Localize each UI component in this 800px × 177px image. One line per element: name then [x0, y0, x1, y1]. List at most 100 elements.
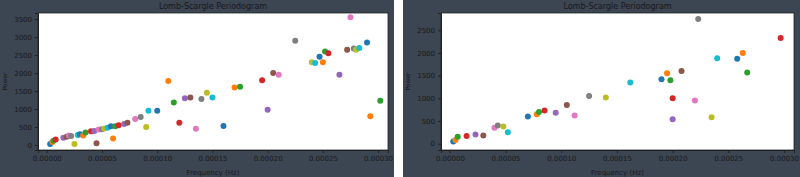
point — [586, 93, 592, 99]
x-tick-label: 0.00015 — [603, 155, 632, 163]
point — [778, 35, 784, 41]
x-tick-mark — [47, 150, 48, 153]
y-tick-label: 2000 — [14, 70, 32, 78]
x-tick-label: 0.00010 — [547, 155, 576, 163]
point — [187, 95, 193, 101]
y-tick-label: 500 — [19, 124, 32, 132]
x-tick-label: 0.00015 — [198, 155, 227, 163]
x-tick-mark — [561, 150, 562, 153]
y-tick: 2000 — [417, 50, 441, 58]
x-tick: 0.00015 — [603, 150, 632, 163]
y-tick: 1000 — [14, 106, 38, 114]
x-tick: 0.00005 — [492, 150, 521, 163]
x-tick: 0.00000 — [33, 150, 62, 163]
y-tick: 500 — [422, 118, 441, 126]
point — [171, 100, 177, 106]
x-tick-mark — [506, 150, 507, 153]
point — [116, 122, 122, 128]
point — [276, 72, 282, 78]
x-tick-mark — [212, 150, 213, 153]
point — [154, 108, 160, 114]
point — [564, 102, 570, 108]
point — [695, 16, 701, 22]
plot-background — [38, 13, 388, 150]
y-tick-mark — [438, 30, 441, 31]
x-tick-label: 0.00025 — [714, 155, 743, 163]
x-axis-title: Frequency (Hz) — [187, 169, 240, 177]
point — [165, 78, 171, 84]
x-tick-label: 0.00010 — [143, 155, 172, 163]
plot: 0.00000 0.00005 0.00010 0.00015 0.00020 0.000… — [14, 13, 393, 163]
point — [667, 77, 673, 83]
y-tick: 2000 — [14, 70, 38, 78]
y-tick-label: 2500 — [14, 52, 32, 60]
point — [204, 90, 210, 96]
x-tick: 0.00020 — [254, 150, 283, 163]
x-axis-line — [442, 151, 795, 154]
figure-background — [403, 0, 800, 177]
point — [377, 98, 383, 104]
x-tick: 0.00020 — [659, 150, 688, 163]
plot-frame — [38, 13, 388, 150]
point — [603, 94, 609, 100]
x-tick: 0.00025 — [309, 150, 338, 163]
point — [495, 123, 501, 129]
y-tick-label: 0 — [28, 142, 32, 150]
point — [265, 107, 271, 113]
y-tick-label: 3000 — [14, 34, 32, 42]
y-tick-mark — [35, 55, 38, 56]
x-tick: 0.00010 — [547, 150, 576, 163]
chart-panel: 0.00000 0.00005 0.00010 0.00015 0.00020 0.000… — [0, 0, 394, 177]
y-tick-mark — [35, 37, 38, 38]
x-tick-label: 0.00025 — [309, 155, 338, 163]
x-tick-label: 0.00020 — [659, 155, 688, 163]
y-tick-label: 2500 — [417, 27, 435, 35]
y-tick: 1500 — [417, 72, 441, 80]
y-tick-mark — [438, 121, 441, 122]
point — [320, 59, 326, 65]
point — [182, 95, 188, 101]
point — [464, 133, 470, 139]
point — [292, 38, 298, 44]
point — [145, 108, 151, 114]
y-tick-mark — [438, 53, 441, 54]
y-tick-label: 1500 — [14, 88, 32, 96]
x-tick-label: 0.00000 — [33, 155, 62, 163]
x-tick-label: 0.00030 — [770, 155, 799, 163]
point — [312, 60, 318, 66]
point — [627, 79, 633, 85]
x-tick: 0.00030 — [364, 150, 393, 163]
y-tick: 0 — [431, 140, 441, 148]
point — [198, 96, 204, 102]
point — [670, 95, 676, 101]
y-tick: 3500 — [14, 16, 38, 24]
y-tick: 1000 — [417, 95, 441, 103]
point — [143, 124, 149, 130]
point — [124, 120, 130, 126]
y-axis: 0 500 1000 1500 2000 2500 — [417, 14, 441, 151]
x-axis: 0.00000 0.00005 0.00010 0.00015 0.00020 0.000… — [33, 150, 393, 163]
point — [670, 116, 676, 122]
x-tick-mark — [323, 150, 324, 153]
point — [347, 14, 353, 20]
point — [94, 140, 100, 146]
x-tick-mark — [157, 150, 158, 153]
y-tick: 2500 — [14, 52, 38, 60]
point — [480, 132, 486, 138]
x-tick: 0.00005 — [88, 150, 117, 163]
point — [110, 135, 116, 141]
y-tick-mark — [35, 127, 38, 128]
point — [317, 54, 323, 60]
y-tick-label: 1000 — [14, 106, 32, 114]
point — [259, 77, 265, 83]
figure-background — [0, 0, 394, 177]
point — [740, 50, 746, 56]
point — [68, 133, 74, 139]
point — [536, 109, 542, 115]
y-axis-title: Power — [404, 72, 411, 91]
point — [220, 123, 226, 129]
y-tick-label: 1000 — [417, 95, 435, 103]
plot-background — [441, 13, 794, 150]
point — [734, 56, 740, 62]
point — [709, 114, 715, 120]
